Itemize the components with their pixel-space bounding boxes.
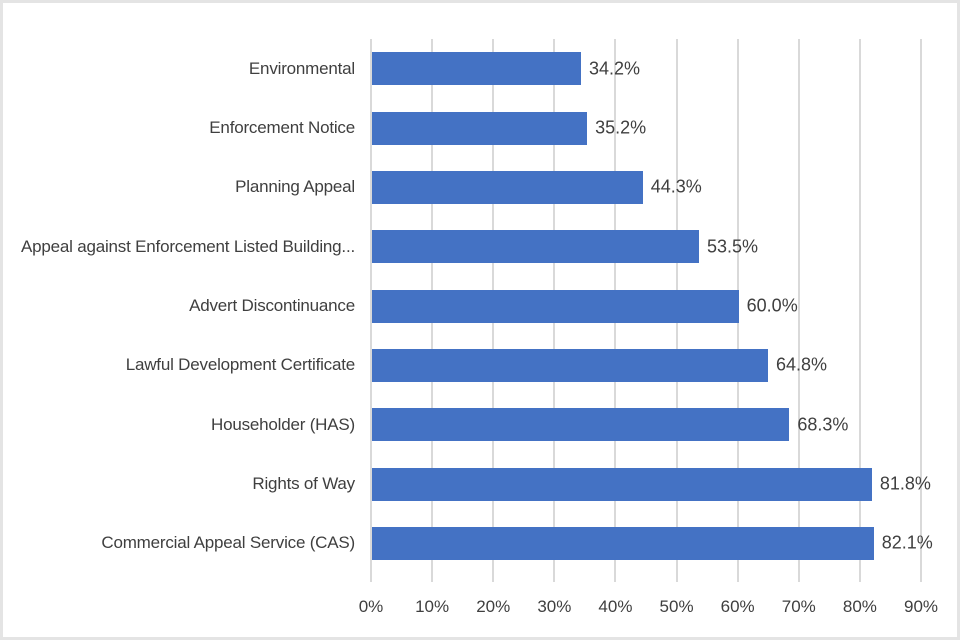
data-label: 81.8% — [879, 473, 931, 494]
x-tick-label: 90% — [903, 597, 939, 616]
data-label: 68.3% — [797, 414, 849, 435]
bar — [372, 111, 588, 145]
x-tick-label: 0% — [358, 597, 384, 616]
data-label: 82.1% — [881, 532, 933, 553]
category-label: Enforcement Notice — [209, 118, 355, 137]
bar — [372, 52, 581, 86]
category-label: Commercial Appeal Service (CAS) — [101, 533, 355, 553]
axis-tick-mark — [614, 573, 617, 582]
category-label: Householder (HAS) — [211, 414, 355, 434]
axis-tick-mark — [736, 573, 739, 582]
bar — [372, 170, 643, 204]
axis-tick-mark — [431, 573, 434, 582]
gridline — [797, 39, 800, 573]
axis-tick-mark — [675, 573, 678, 582]
bar — [372, 289, 739, 323]
plot-area: 34.2% 35.2% 44.3% 53.5% 60.0% 64.8% 68.3% 81.8%… — [370, 39, 933, 582]
bar — [372, 526, 874, 560]
category-label: Lawful Development Certificate — [125, 355, 355, 375]
x-tick-label: 80% — [842, 597, 877, 616]
x-tick-label: 60% — [720, 597, 755, 616]
x-tick-label: 70% — [781, 597, 816, 616]
x-tick-label: 20% — [476, 597, 511, 616]
data-label: 64.8% — [776, 354, 828, 375]
axis-tick-mark — [797, 573, 800, 582]
gridline — [920, 39, 922, 573]
category-label: Appeal against Enforcement Listed Buildi… — [20, 236, 355, 256]
category-axis: Environmental Enforcement Notice Planning … — [7, 39, 363, 573]
bar — [372, 408, 790, 442]
bar — [372, 230, 699, 264]
x-tick-label: 10% — [415, 597, 450, 616]
data-label: 44.3% — [650, 176, 702, 197]
data-label: 60.0% — [746, 295, 798, 316]
x-tick-label: 30% — [537, 597, 572, 616]
axis-tick-mark — [858, 573, 861, 582]
x-tick-label: 40% — [598, 597, 633, 616]
axis-tick-mark — [370, 573, 372, 582]
data-label: 53.5% — [706, 236, 758, 257]
axis-tick-mark — [553, 573, 556, 582]
category-label: Rights of Way — [252, 474, 355, 493]
data-label: 35.2% — [595, 117, 647, 138]
category-label: Advert Discontinuance — [189, 296, 355, 315]
bar — [372, 348, 768, 382]
data-label: 34.2% — [589, 58, 641, 79]
gridline — [858, 39, 861, 573]
axis-tick-mark — [920, 573, 922, 582]
category-label: Planning Appeal — [235, 177, 355, 197]
value-axis: 0% 10% 20% 30% 40% 50% 60% 70% 80% 90% — [359, 597, 938, 625]
axis-tick-mark — [492, 573, 495, 582]
category-label: Environmental — [248, 58, 355, 78]
gridline — [370, 39, 372, 573]
bar — [372, 467, 872, 501]
x-tick-label: 50% — [659, 597, 694, 616]
